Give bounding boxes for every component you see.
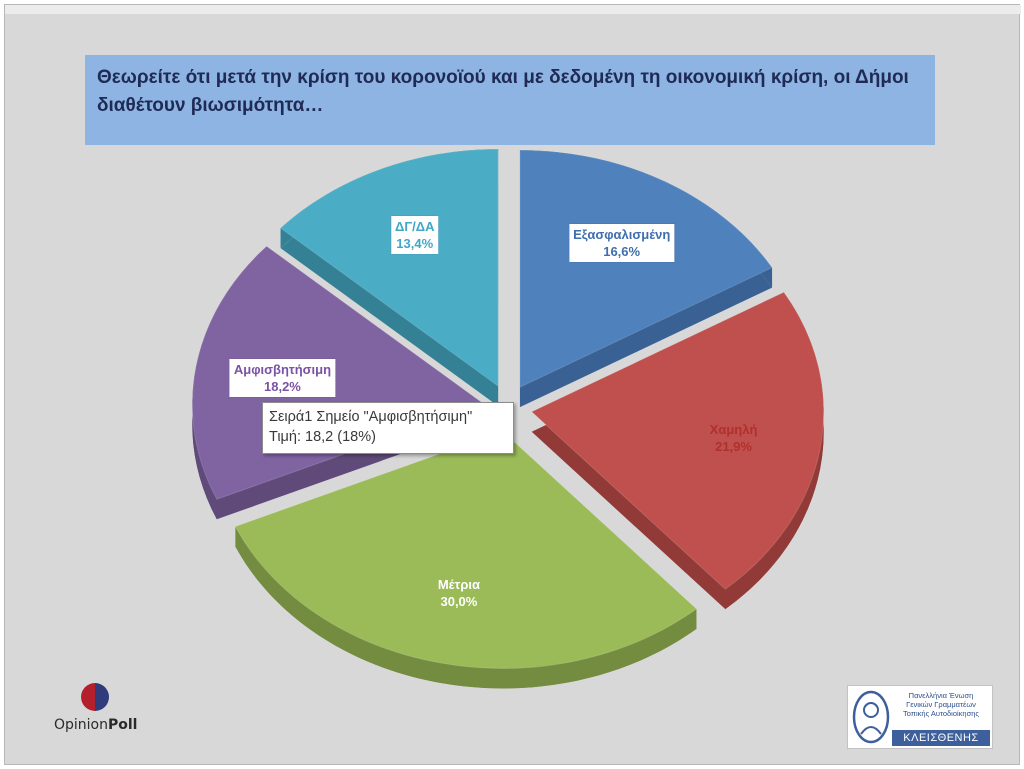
data-point-tooltip: Σειρά1 Σημείο "Αμφισβητήσιμη" Τιμή: 18,2…: [262, 402, 514, 454]
data-label-χαμηλή: Χαμηλή 21,9%: [710, 421, 758, 455]
data-label-value: 18,2%: [264, 379, 301, 395]
pie-slice-δγ-δα[interactable]: [279, 148, 499, 388]
kleisthenis-emblem-icon: [852, 690, 890, 744]
data-label-value: 16,6%: [603, 244, 641, 260]
data-label-δγ-δα: ΔΓ/ΔΑ 13,4%: [390, 215, 439, 254]
data-label-value: 21,9%: [715, 438, 752, 454]
data-label-εξασφαλισμένη: Εξασφαλισμένη 16,6%: [569, 224, 675, 263]
pie-slice-wall-χαμηλή: [725, 292, 824, 610]
data-label-category: Αμφισβητήσιμη: [233, 362, 332, 378]
opinionpoll-circle-icon: [81, 683, 109, 711]
data-label-category: Εξασφαλισμένη: [573, 227, 671, 243]
kleisthenis-name: ΚΛΕΙΣΘΕΝΗΣ: [892, 730, 990, 746]
data-label-value: 30,0%: [440, 594, 478, 610]
opinionpoll-logo: OpinionPoll: [54, 683, 154, 743]
data-label-μέτρια: Μέτρια 30,0%: [438, 576, 480, 610]
pie-slice-εξασφαλισμένη[interactable]: [519, 149, 773, 388]
pie-slice-μέτρια[interactable]: [234, 430, 698, 669]
pie-slice-wall-μέτρια: [235, 526, 697, 689]
tooltip-value-line: Τιμή: 18,2 (18%): [269, 429, 376, 445]
data-label-value: 13,4%: [396, 235, 434, 251]
kleisthenis-logo: Πανελλήνια Ένωση Γενικών Γραμματέων Τοπι…: [847, 685, 993, 749]
pie-slice-χαμηλή[interactable]: [530, 291, 825, 590]
kleisthenis-org-text: Πανελλήνια Ένωση Γενικών Γραμματέων Τοπι…: [902, 691, 979, 718]
data-label-category: Μέτρια: [437, 577, 480, 593]
data-label-αμφισβητήσιμη: Αμφισβητήσιμη 18,2%: [229, 359, 336, 398]
data-label-category: ΔΓ/ΔΑ: [394, 218, 435, 234]
tooltip-series-line: Σειρά1 Σημείο "Αμφισβητήσιμη": [269, 409, 473, 425]
top-strip: [5, 5, 1021, 14]
title-box: Θεωρείτε ότι μετά την κρίση του κορονοϊο…: [85, 55, 935, 145]
opinionpoll-wordmark: OpinionPoll: [54, 717, 138, 733]
data-label-category: Χαμηλή: [709, 421, 758, 437]
chart-title: Θεωρείτε ότι μετά την κρίση του κορονοϊο…: [97, 67, 909, 116]
